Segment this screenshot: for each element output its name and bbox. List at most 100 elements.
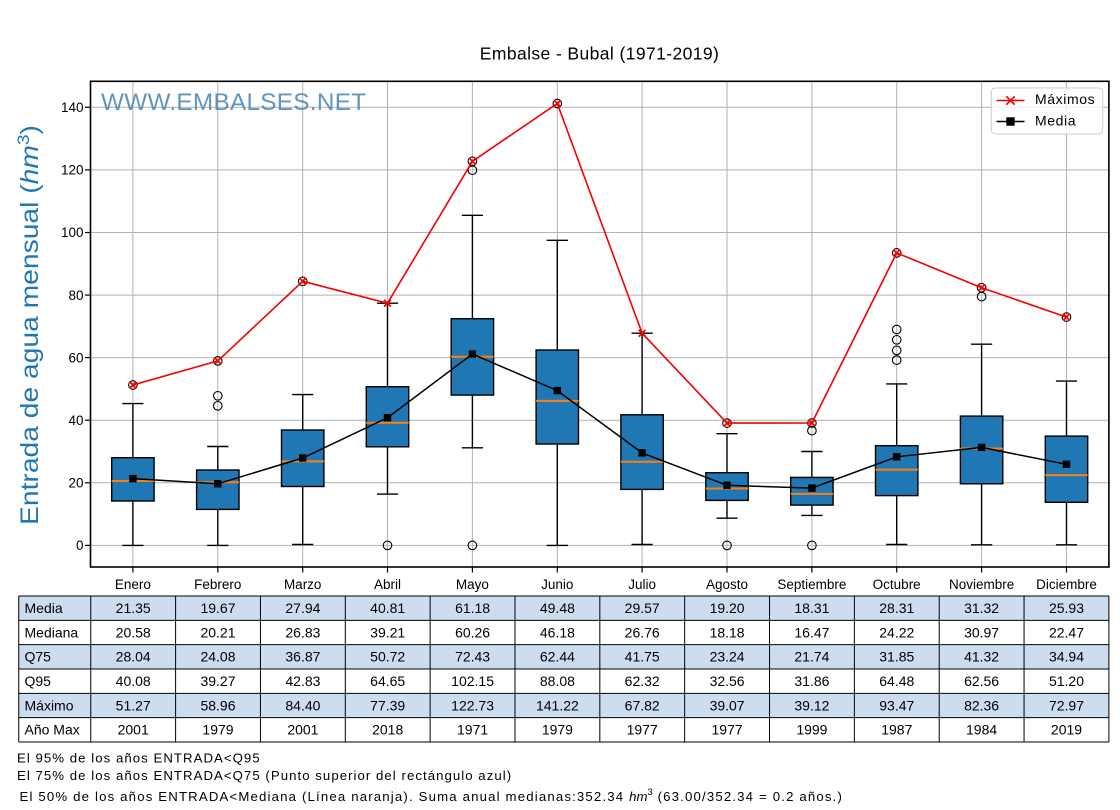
svg-text:Octubre: Octubre <box>873 577 921 592</box>
svg-text:28.31: 28.31 <box>879 600 914 616</box>
svg-text:62.32: 62.32 <box>625 673 660 689</box>
svg-text:Media: Media <box>25 600 63 616</box>
svg-text:27.94: 27.94 <box>285 600 320 616</box>
svg-text:Media: Media <box>1035 113 1076 129</box>
svg-text:50.72: 50.72 <box>370 649 405 665</box>
svg-text:28.04: 28.04 <box>116 649 151 665</box>
svg-text:El 50% de los años ENTRADA<Med: El 50% de los años ENTRADA<Mediana (Líne… <box>20 787 844 804</box>
svg-text:100: 100 <box>61 225 84 240</box>
svg-text:51.20: 51.20 <box>1049 673 1084 689</box>
svg-text:2019: 2019 <box>1051 722 1082 738</box>
svg-text:60.26: 60.26 <box>455 624 490 640</box>
svg-text:58.96: 58.96 <box>200 697 235 713</box>
svg-text:16.47: 16.47 <box>794 624 829 640</box>
svg-text:2001: 2001 <box>118 722 149 738</box>
svg-text:1979: 1979 <box>542 722 573 738</box>
svg-text:40.81: 40.81 <box>370 600 405 616</box>
svg-text:Julio: Julio <box>628 577 656 592</box>
svg-text:Entrada de agua mensual (hm3): Entrada de agua mensual (hm3) <box>14 125 43 525</box>
svg-text:Año Max: Año Max <box>25 722 80 738</box>
svg-text:31.86: 31.86 <box>794 673 829 689</box>
svg-text:60: 60 <box>68 350 83 365</box>
svg-text:34.94: 34.94 <box>1049 649 1084 665</box>
svg-text:20.58: 20.58 <box>116 624 151 640</box>
svg-text:2018: 2018 <box>372 722 403 738</box>
svg-text:Abril: Abril <box>374 577 401 592</box>
svg-text:88.08: 88.08 <box>540 673 575 689</box>
svg-text:21.74: 21.74 <box>794 649 829 665</box>
svg-text:25.93: 25.93 <box>1049 600 1084 616</box>
svg-text:Febrero: Febrero <box>194 577 241 592</box>
svg-text:1977: 1977 <box>627 722 658 738</box>
svg-text:0: 0 <box>76 538 84 553</box>
svg-text:26.83: 26.83 <box>285 624 320 640</box>
svg-text:42.83: 42.83 <box>285 673 320 689</box>
svg-text:36.87: 36.87 <box>285 649 320 665</box>
svg-text:24.08: 24.08 <box>200 649 235 665</box>
svg-text:46.18: 46.18 <box>540 624 575 640</box>
svg-text:18.31: 18.31 <box>794 600 829 616</box>
svg-text:82.36: 82.36 <box>964 697 999 713</box>
svg-text:141.22: 141.22 <box>536 697 579 713</box>
svg-text:22.47: 22.47 <box>1049 624 1084 640</box>
svg-text:93.47: 93.47 <box>879 697 914 713</box>
svg-text:32.56: 32.56 <box>710 673 745 689</box>
svg-text:1999: 1999 <box>796 722 827 738</box>
svg-text:72.43: 72.43 <box>455 649 490 665</box>
svg-text:1977: 1977 <box>712 722 743 738</box>
svg-text:41.32: 41.32 <box>964 649 999 665</box>
svg-text:31.85: 31.85 <box>879 649 914 665</box>
svg-text:1984: 1984 <box>966 722 997 738</box>
svg-text:41.75: 41.75 <box>625 649 660 665</box>
svg-text:Noviembre: Noviembre <box>949 577 1014 592</box>
svg-text:23.24: 23.24 <box>710 649 745 665</box>
svg-text:122.73: 122.73 <box>451 697 494 713</box>
svg-text:39.07: 39.07 <box>710 697 745 713</box>
svg-text:1987: 1987 <box>881 722 912 738</box>
svg-text:49.48: 49.48 <box>540 600 575 616</box>
svg-text:Diciembre: Diciembre <box>1036 577 1097 592</box>
svg-text:21.35: 21.35 <box>116 600 151 616</box>
svg-text:61.18: 61.18 <box>455 600 490 616</box>
svg-text:Mediana: Mediana <box>25 624 79 640</box>
svg-text:62.44: 62.44 <box>540 649 575 665</box>
svg-text:39.12: 39.12 <box>794 697 829 713</box>
svg-text:1979: 1979 <box>202 722 233 738</box>
svg-text:40: 40 <box>68 413 83 428</box>
svg-text:62.56: 62.56 <box>964 673 999 689</box>
svg-text:67.82: 67.82 <box>625 697 660 713</box>
svg-text:102.15: 102.15 <box>451 673 494 689</box>
svg-text:20: 20 <box>68 476 83 491</box>
svg-text:El 95% de los años ENTRADA<Q95: El 95% de los años ENTRADA<Q95 <box>17 751 261 766</box>
svg-text:Junio: Junio <box>541 577 573 592</box>
svg-text:El 75% de los años ENTRADA<Q75: El 75% de los años ENTRADA<Q75 (Punto su… <box>17 768 512 783</box>
svg-text:20.21: 20.21 <box>200 624 235 640</box>
svg-text:Marzo: Marzo <box>284 577 322 592</box>
svg-text:77.39: 77.39 <box>370 697 405 713</box>
svg-text:29.57: 29.57 <box>625 600 660 616</box>
svg-text:72.97: 72.97 <box>1049 697 1084 713</box>
svg-text:Máximos: Máximos <box>1035 91 1095 107</box>
svg-text:WWW.EMBALSES.NET: WWW.EMBALSES.NET <box>101 89 366 116</box>
svg-text:Agosto: Agosto <box>706 577 748 592</box>
svg-text:64.48: 64.48 <box>879 673 914 689</box>
svg-text:30.97: 30.97 <box>964 624 999 640</box>
svg-text:31.32: 31.32 <box>964 600 999 616</box>
svg-text:Embalse - Bubal (1971-2019): Embalse - Bubal (1971-2019) <box>480 44 719 64</box>
svg-text:40.08: 40.08 <box>116 673 151 689</box>
svg-text:19.20: 19.20 <box>710 600 745 616</box>
svg-text:24.22: 24.22 <box>879 624 914 640</box>
svg-text:19.67: 19.67 <box>200 600 235 616</box>
svg-text:64.65: 64.65 <box>370 673 405 689</box>
svg-text:84.40: 84.40 <box>285 697 320 713</box>
svg-text:120: 120 <box>61 163 84 178</box>
svg-text:26.76: 26.76 <box>625 624 660 640</box>
svg-text:51.27: 51.27 <box>116 697 151 713</box>
svg-text:Septiembre: Septiembre <box>777 577 846 592</box>
svg-text:Q75: Q75 <box>25 649 52 665</box>
svg-text:80: 80 <box>68 288 83 303</box>
svg-text:2001: 2001 <box>287 722 318 738</box>
svg-text:Máximo: Máximo <box>25 697 74 713</box>
svg-text:140: 140 <box>61 100 84 115</box>
svg-text:39.27: 39.27 <box>200 673 235 689</box>
